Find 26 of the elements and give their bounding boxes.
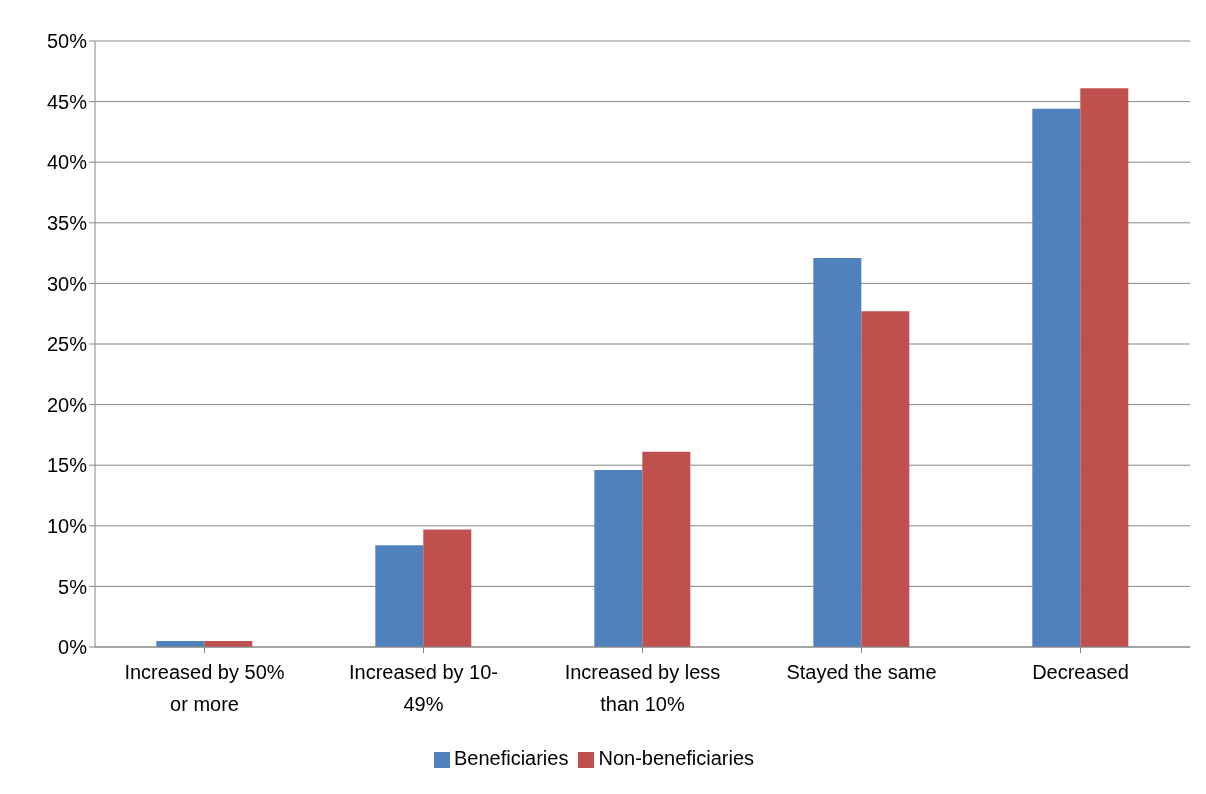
y-tick-label: 5%: [58, 575, 88, 598]
y-tick-label: 40%: [46, 151, 88, 174]
bar: [1032, 108, 1081, 647]
y-tick-label: 35%: [46, 211, 88, 234]
x-tick-label: Increased by 10-49%: [349, 661, 498, 715]
bar: [423, 529, 472, 647]
bar: [375, 545, 424, 647]
y-tick-label: 30%: [46, 272, 88, 295]
bar: [861, 311, 910, 647]
x-tick-label: Increased by 50% or more: [124, 661, 285, 715]
bar: [1080, 88, 1129, 647]
bar: [642, 451, 691, 647]
y-tick-label: 0%: [58, 636, 88, 659]
y-tick-label: 20%: [46, 393, 88, 416]
x-tick-label: Increased by less than 10%: [564, 661, 721, 715]
y-tick-label: 15%: [46, 454, 88, 477]
legend-label: Beneficiaries: [453, 747, 569, 769]
y-tick-label: 45%: [46, 90, 88, 113]
y-tick-label: 50%: [46, 30, 88, 53]
bar: [813, 257, 862, 647]
y-tick-label: 25%: [46, 333, 88, 356]
bar: [594, 470, 643, 647]
x-tick-label: Decreased: [1032, 661, 1129, 683]
y-tick-label: 10%: [46, 514, 88, 537]
legend-label: Non-beneficiaries: [598, 747, 755, 769]
x-tick-label: Stayed the same: [786, 661, 937, 683]
